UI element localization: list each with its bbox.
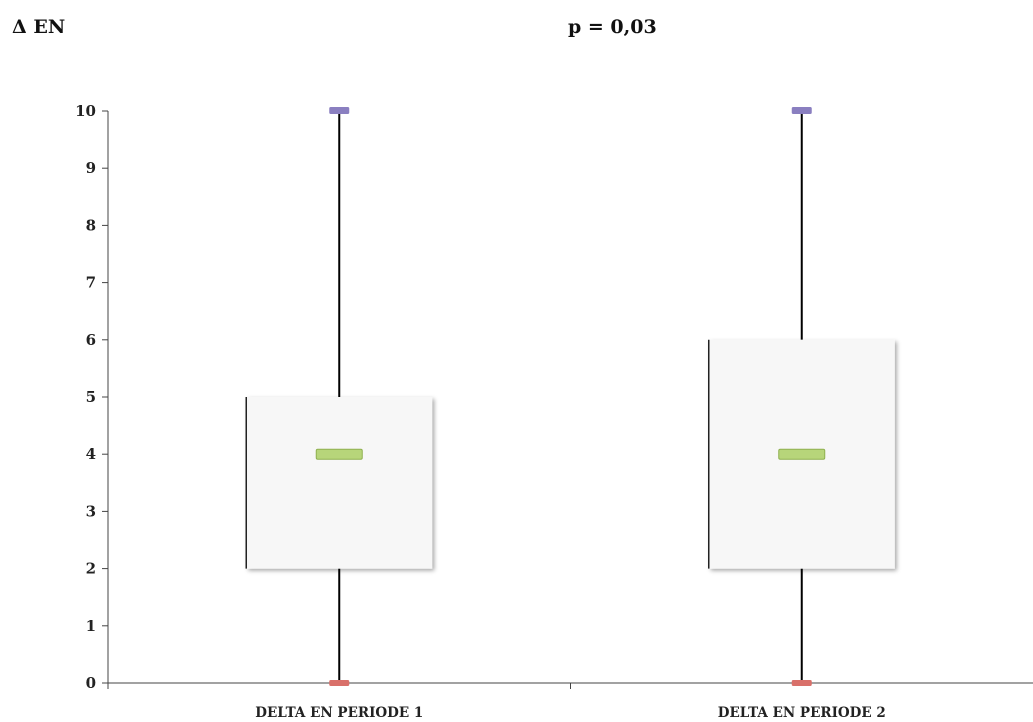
y-tick-label: 7 — [86, 274, 96, 292]
median-marker — [315, 448, 363, 460]
y-tick-label: 10 — [75, 102, 96, 120]
y-tick-label: 2 — [86, 560, 96, 578]
boxes-layer — [245, 107, 895, 686]
axes-layer: 0 1 2 3 4 5 6 7 8 9 10 DELTA EN PERIODE 1 DELTA EN P… — [75, 102, 1033, 721]
box-plot-1 — [245, 107, 433, 686]
median-marker — [778, 448, 826, 460]
max-marker — [791, 107, 812, 114]
box-plot-2 — [708, 107, 895, 686]
y-tick-label: 4 — [86, 445, 96, 463]
min-marker — [791, 680, 812, 686]
y-tick-label: 3 — [86, 502, 96, 520]
interquartile-box — [246, 397, 433, 569]
x-category-label: DELTA EN PERIODE 1 — [255, 705, 423, 721]
y-tick-label: 0 — [86, 674, 96, 692]
max-marker — [329, 107, 350, 114]
y-tick-label: 8 — [86, 216, 96, 234]
chart-title-delta-en: Δ EN — [12, 16, 66, 38]
y-tick-label: 9 — [86, 159, 96, 177]
min-marker — [329, 680, 350, 686]
y-tick-label: 5 — [86, 388, 96, 406]
y-tick-label: 1 — [86, 617, 96, 635]
x-category-label: DELTA EN PERIODE 2 — [718, 705, 886, 721]
chart-p-value: p = 0,03 — [568, 16, 657, 38]
y-tick-label: 6 — [86, 331, 96, 349]
